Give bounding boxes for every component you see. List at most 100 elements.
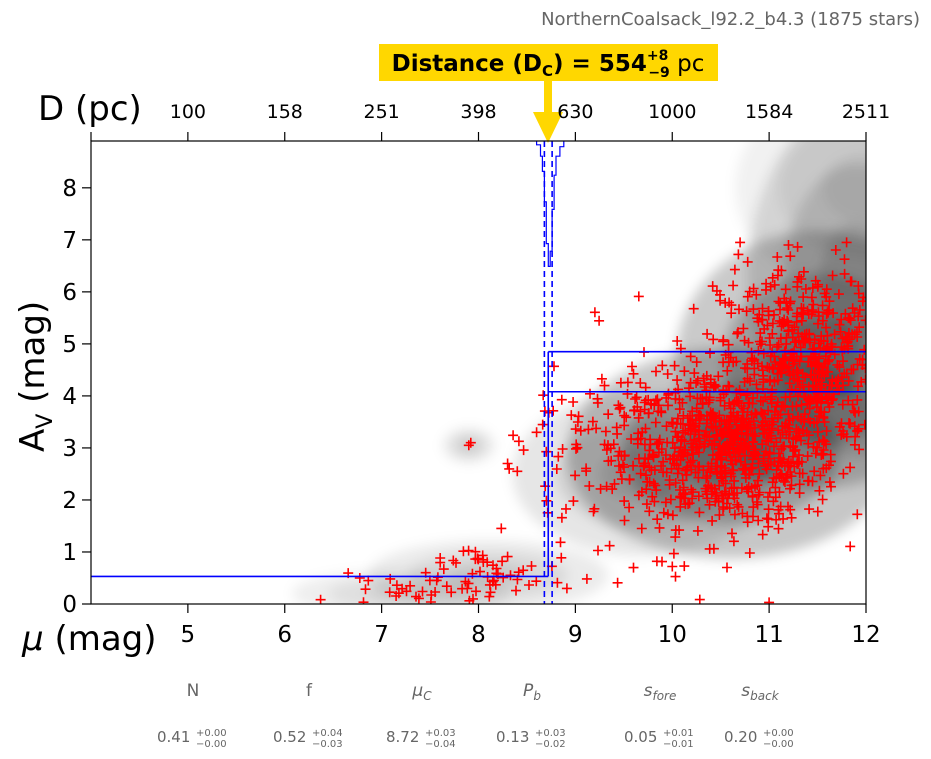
star-marker: [742, 291, 753, 302]
x-tick-label: 11: [754, 622, 783, 648]
star-marker: [640, 382, 651, 393]
star-marker: [667, 453, 678, 464]
star-marker: [653, 447, 664, 458]
x-tick-label: 5: [181, 622, 196, 648]
banner-upper: +8: [647, 48, 668, 64]
parameter-subscript: C: [423, 689, 432, 703]
star-marker: [817, 494, 828, 505]
star-marker: [757, 529, 768, 540]
star-marker: [702, 328, 713, 339]
star-marker: [762, 362, 773, 372]
star-marker: [757, 315, 768, 325]
star-marker: [709, 483, 720, 494]
star-marker: [697, 399, 708, 410]
star-marker: [703, 397, 714, 408]
star-marker: [746, 347, 757, 358]
star-marker: [798, 337, 809, 348]
star-marker: [691, 378, 702, 388]
star-marker: [612, 428, 623, 439]
star-marker: [775, 453, 786, 464]
star-marker: [670, 532, 681, 543]
star-marker: [827, 270, 838, 281]
star-marker: [685, 351, 696, 362]
star-marker: [537, 419, 548, 430]
star-marker: [653, 400, 664, 411]
parameter-name: sback: [741, 681, 779, 703]
star-marker: [772, 397, 783, 408]
star-marker: [384, 587, 395, 598]
star-marker: [566, 410, 577, 421]
star-marker: [724, 437, 735, 447]
star-marker: [650, 480, 661, 491]
star-marker: [816, 388, 827, 398]
star-marker: [796, 435, 806, 446]
star-marker: [385, 573, 396, 584]
star-marker: [701, 489, 712, 500]
star-marker: [585, 388, 595, 399]
parameter-subscript: b: [533, 689, 541, 703]
parameter-lower-error: −0.01: [663, 739, 694, 750]
star-marker: [854, 353, 865, 364]
top-tick-label: 100: [170, 101, 206, 123]
star-marker: [744, 548, 755, 558]
star-marker: [745, 376, 755, 387]
star-marker: [764, 597, 775, 604]
star-marker: [678, 410, 689, 421]
star-marker: [762, 320, 773, 331]
star-marker: [729, 264, 740, 275]
star-marker: [713, 371, 724, 382]
star-marker: [780, 284, 791, 295]
parameter-value: 0.05: [624, 728, 657, 746]
star-marker: [854, 304, 865, 315]
star-marker: [716, 473, 727, 484]
star-marker: [518, 565, 529, 576]
star-marker: [682, 413, 693, 424]
parameter-value: 0.52: [273, 728, 306, 746]
star-marker: [417, 586, 428, 597]
star-marker: [648, 450, 659, 461]
star-marker: [672, 375, 683, 386]
star-marker: [619, 410, 630, 421]
star-marker: [753, 489, 764, 500]
banner-lower: −9: [648, 65, 669, 81]
star-marker: [783, 240, 794, 250]
star-marker: [568, 397, 579, 407]
star-marker: [822, 341, 833, 352]
star-marker: [592, 397, 603, 408]
star-marker: [711, 285, 722, 296]
star-marker: [644, 506, 655, 517]
star-marker: [838, 356, 848, 367]
star-marker: [778, 400, 789, 411]
star-marker: [846, 276, 857, 287]
star-marker: [354, 573, 365, 583]
star-marker: [748, 416, 759, 427]
star-marker: [799, 409, 810, 420]
star-marker: [779, 314, 790, 325]
star-marker: [817, 300, 828, 311]
star-marker: [738, 323, 749, 334]
star-marker: [627, 361, 637, 372]
star-marker: [666, 463, 677, 474]
star-marker: [607, 484, 618, 495]
parameter-symbol: N: [187, 681, 200, 701]
arrow-shaft: [544, 81, 552, 114]
star-marker: [832, 381, 842, 392]
star-marker: [672, 413, 683, 424]
star-marker: [753, 475, 763, 486]
star-marker: [768, 473, 779, 483]
star-marker: [505, 570, 516, 581]
x-tick-label: 9: [568, 622, 583, 648]
star-marker: [651, 366, 661, 377]
star-marker: [691, 403, 702, 414]
star-marker: [830, 376, 841, 387]
star-marker: [633, 412, 644, 423]
star-marker: [843, 375, 854, 386]
star-marker: [767, 272, 778, 283]
star-marker: [572, 417, 583, 427]
star-marker: [813, 279, 824, 290]
star-marker: [710, 421, 721, 432]
star-marker: [674, 404, 685, 415]
star-marker: [820, 358, 831, 369]
star-marker: [817, 448, 828, 459]
